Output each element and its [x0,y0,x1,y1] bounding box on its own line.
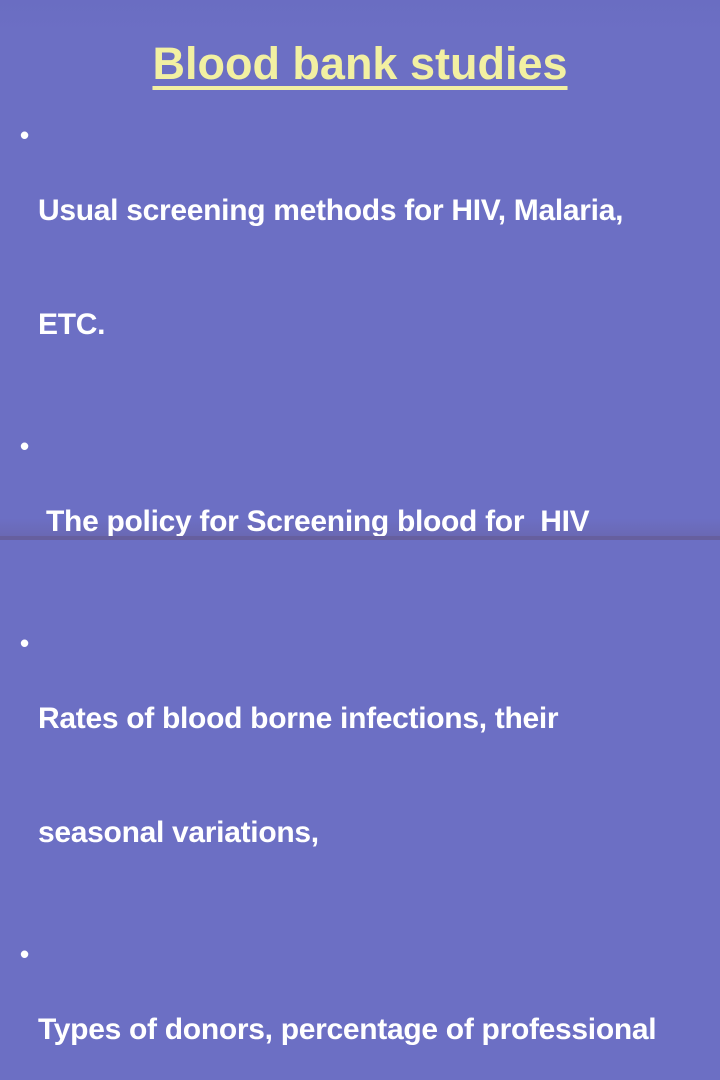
bullet-text: Rates of blood borne infections, their s… [38,624,559,928]
bullet-item: • The policy for Screening blood for HIV [20,427,716,617]
bullet-line: ETC. [38,308,106,341]
bullet-line: seasonal variations, [38,816,319,849]
bullet-text: Types of donors, percentage of professio… [38,935,657,1080]
bullet-icon: • [20,431,30,461]
bullet-line: Usual screening methods for HIV, Malaria… [38,194,624,227]
bullet-line: Types of donors, percentage of professio… [38,1013,657,1046]
bullet-list: • Usual screening methods for HIV, Malar… [20,116,716,1080]
bullet-line: Rates of blood borne infections, their [38,702,559,735]
bullet-item: • Rates of blood borne infections, their… [20,624,716,928]
bullet-item: • Usual screening methods for HIV, Malar… [20,116,716,420]
bullet-icon: • [20,628,30,658]
slide-bottom-border [0,536,720,540]
slide-canvas: Blood bank studies • Usual screening met… [0,0,720,1046]
bullet-text: Usual screening methods for HIV, Malaria… [38,116,623,420]
slide-title: Blood bank studies [152,38,568,89]
bullet-icon: • [20,120,30,150]
bullet-item: • Types of donors, percentage of profess… [20,935,716,1080]
bullet-icon: • [20,939,30,969]
bullet-text: The policy for Screening blood for HIV [38,427,590,617]
bullet-line: The policy for Screening blood for HIV [38,505,590,538]
